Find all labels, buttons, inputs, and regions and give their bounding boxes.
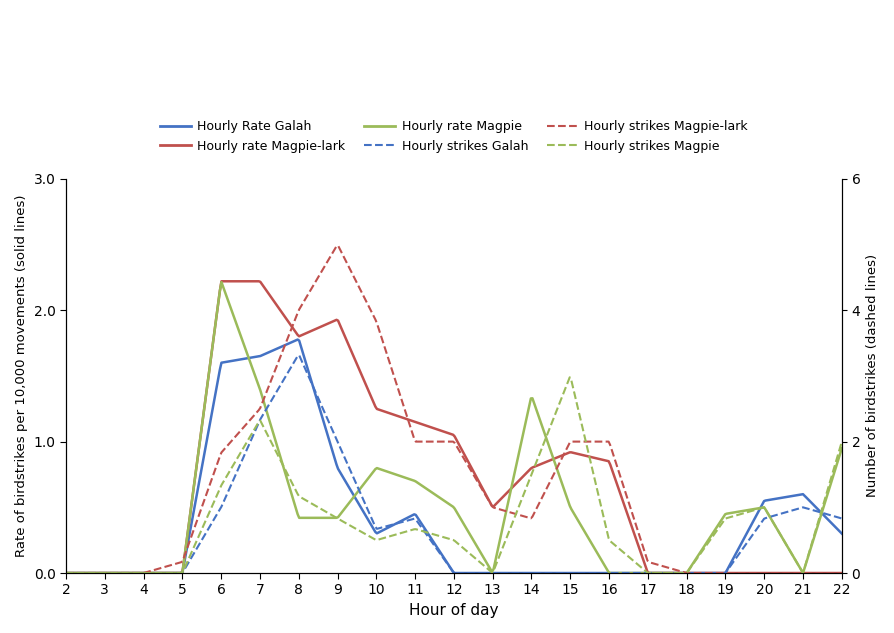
Y-axis label: Number of birdstrikes (dashed lines): Number of birdstrikes (dashed lines) (866, 254, 879, 498)
Legend: Hourly Rate Galah, Hourly rate Magpie-lark, Hourly rate Magpie, Hourly strikes G: Hourly Rate Galah, Hourly rate Magpie-la… (154, 114, 755, 159)
Y-axis label: Rate of birdstrikes per 10,000 movements (solid lines): Rate of birdstrikes per 10,000 movements… (15, 195, 28, 557)
X-axis label: Hour of day: Hour of day (409, 603, 499, 618)
